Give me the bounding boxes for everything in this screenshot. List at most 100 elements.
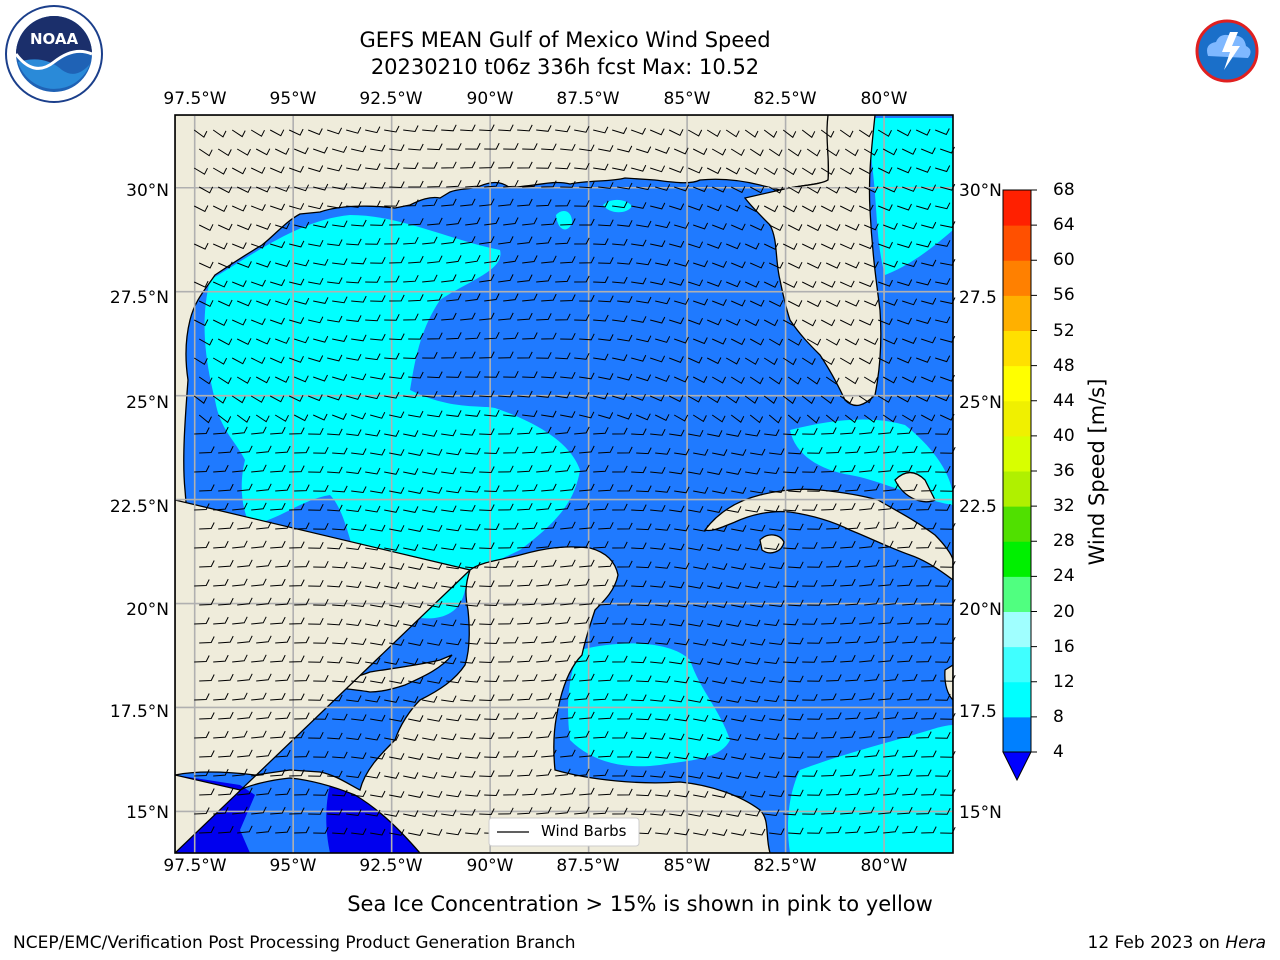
wind-barb [294, 184, 310, 192]
wind-barb [726, 582, 742, 589]
wind-barb [332, 789, 348, 797]
wind-barb [441, 619, 457, 627]
wind-barb [688, 203, 703, 211]
wind-barb [612, 465, 628, 473]
wind-barb [916, 165, 931, 173]
wind-barb [821, 731, 837, 739]
wind-barb [441, 467, 457, 475]
wind-barb [194, 617, 210, 625]
wind-barb [237, 299, 252, 307]
wind-barb [598, 598, 614, 606]
wind-barb [858, 129, 873, 138]
wind-barb [441, 695, 457, 703]
wind-barb [294, 297, 310, 305]
wind-barb [351, 676, 367, 684]
wind-barb [655, 561, 671, 569]
wind-barb [655, 375, 670, 382]
wind-barb [807, 750, 823, 758]
wind-barb [275, 749, 291, 758]
wind-barb [498, 351, 514, 359]
wind-barb [460, 312, 476, 321]
wind-barb [712, 639, 728, 646]
wind-barb [237, 559, 253, 568]
wind-barb [218, 749, 234, 758]
wind-barb [294, 336, 310, 344]
wind-barb [541, 597, 557, 606]
wind-barb [555, 199, 571, 207]
wind-barb [441, 161, 457, 169]
wind-barb [370, 219, 386, 226]
wind-barb [731, 829, 747, 836]
wind-barb [479, 770, 495, 778]
wind-barb [522, 332, 538, 340]
wind-barb [940, 258, 956, 266]
wind-barb [612, 238, 628, 246]
wind-barb [821, 769, 837, 777]
wind-barb [403, 810, 419, 817]
wind-barb [218, 825, 234, 834]
wind-barb [422, 161, 438, 169]
wind-barb [574, 464, 590, 473]
wind-barb [593, 731, 609, 739]
wind-barb [840, 464, 856, 473]
wind-barb [579, 218, 595, 226]
wind-barb [465, 370, 481, 378]
wind-barb [346, 238, 362, 246]
wind-barb [631, 732, 647, 740]
wind-barb [289, 240, 305, 248]
wind-barb [217, 338, 233, 346]
wind-barb [858, 167, 874, 175]
wind-barb [517, 351, 533, 359]
wind-barb [255, 376, 271, 384]
wind-barb [821, 503, 837, 511]
wind-barb [768, 300, 784, 307]
wind-barb [408, 487, 424, 494]
wind-barb [806, 376, 821, 385]
wind-barb [655, 485, 671, 493]
wind-barb [465, 142, 481, 150]
wind-barb [825, 186, 841, 194]
wind-barb [213, 654, 229, 663]
wind-barb [574, 540, 590, 549]
wind-barb [446, 332, 462, 340]
wind-barb [193, 395, 208, 404]
wind-barb [403, 430, 419, 437]
wind-barb [631, 202, 647, 209]
colorbar-label: Wind Speed [m/s] [1085, 378, 1109, 566]
wind-barb [826, 674, 842, 682]
wind-barb [617, 522, 633, 530]
wind-barb [845, 673, 861, 682]
wind-barb [327, 542, 343, 550]
wind-barb [427, 448, 443, 456]
wind-barb [517, 731, 533, 739]
wind-barb [788, 637, 804, 645]
wind-barb [707, 772, 723, 779]
wind-barb [920, 414, 936, 422]
wind-barb [517, 541, 533, 549]
wind-barb [579, 372, 595, 380]
land-hispaniola [944, 664, 953, 701]
wind-barb [655, 827, 671, 835]
wind-barb [408, 410, 424, 418]
wind-barb [788, 523, 804, 531]
wind-barb [687, 356, 703, 364]
wind-barb [465, 789, 481, 797]
wind-barb [460, 198, 476, 207]
wind-barb [802, 503, 818, 511]
wind-barb [769, 562, 785, 570]
wind-barb [522, 255, 538, 264]
wind-barb [346, 695, 362, 703]
wind-barb [422, 505, 438, 513]
wind-barb [479, 351, 495, 359]
wind-barb [878, 279, 893, 287]
wind-barb [921, 446, 937, 454]
wind-barb [294, 375, 309, 383]
wind-barb [408, 143, 424, 151]
wind-barb [212, 395, 227, 404]
wind-barb [712, 525, 728, 532]
wind-barb [783, 618, 799, 626]
wind-barb [897, 356, 912, 364]
wind-barb [692, 376, 708, 384]
wind-barb [859, 692, 875, 701]
wind-barb [294, 484, 310, 492]
